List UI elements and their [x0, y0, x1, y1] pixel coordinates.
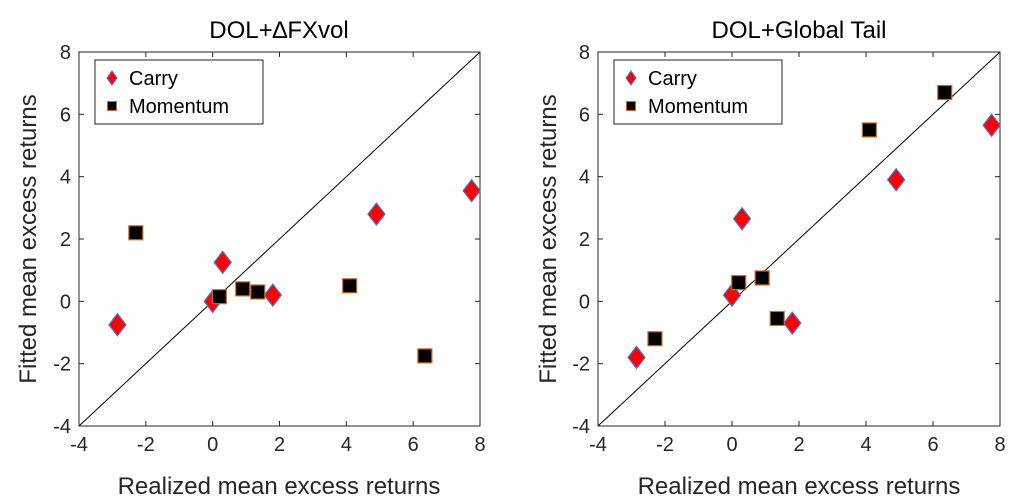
diagonal-line	[78, 51, 481, 427]
x-tick-label: -2	[656, 434, 674, 456]
y-tick-label: -2	[53, 354, 71, 376]
momentum-point	[235, 281, 251, 297]
series-momentum	[128, 225, 433, 364]
legend-label: Carry	[129, 68, 178, 90]
momentum-point	[128, 225, 144, 241]
x-tick-label: 0	[207, 434, 218, 456]
series-momentum	[647, 84, 953, 347]
legend-box	[613, 59, 783, 125]
diagonal-line	[597, 51, 1001, 427]
momentum-point	[937, 84, 953, 101]
momentum-point	[769, 310, 785, 327]
chart-panel-1: DOL+∆FXvol -4 -2 0 2 4 6 8 -4 -2 0 2 4 6 8 Realized mea…	[15, 17, 486, 500]
y-axis-label: Fitted mean excess returns	[15, 94, 42, 383]
legend: Carry Momentum	[94, 59, 264, 125]
x-tick-label: 2	[274, 434, 285, 456]
carry-point	[732, 206, 752, 231]
momentum-point	[250, 284, 266, 300]
x-tick-label: -4	[589, 434, 607, 456]
x-tick-label: -4	[70, 434, 88, 456]
x-axis-label: Realized mean excess returns	[638, 473, 961, 500]
carry-point	[627, 345, 646, 370]
y-tick-label: -4	[572, 416, 590, 438]
momentum-point	[647, 331, 663, 347]
y-tick-label: 0	[579, 291, 590, 313]
x-tick-label: 6	[408, 434, 419, 456]
y-tick-label: 4	[60, 167, 71, 189]
y-tick-label: 8	[60, 42, 71, 64]
legend-marker-momentum	[626, 101, 636, 111]
carry-point	[783, 311, 802, 336]
x-tick-label: 6	[927, 434, 938, 456]
chart-title: DOL+Global Tail	[712, 17, 887, 44]
y-tick-label: -2	[572, 354, 590, 376]
y-tick-label: 2	[60, 229, 71, 251]
carry-point	[462, 178, 481, 203]
carry-point	[263, 283, 283, 308]
carry-point	[982, 113, 1001, 138]
carry-point	[886, 167, 906, 192]
momentum-point	[211, 289, 227, 305]
legend-marker-momentum	[107, 101, 117, 111]
series-carry	[108, 178, 481, 337]
chart-panel-2: DOL+Global Tail -4 -2 0 2 4 6 8 -4 -2 0 2 4 6 8 Realize…	[535, 17, 1006, 500]
series-carry	[627, 113, 1001, 370]
legend-label: Momentum	[648, 96, 748, 118]
momentum-point	[342, 278, 358, 294]
y-tick-label: -4	[53, 416, 71, 438]
x-tick-label: 4	[341, 434, 352, 456]
y-tick-label: 6	[579, 104, 590, 126]
x-tick-label: 4	[860, 434, 871, 456]
y-tick-label: 2	[579, 229, 590, 251]
x-tick-label: 0	[726, 434, 737, 456]
y-axis-label: Fitted mean excess returns	[535, 94, 562, 383]
legend: Carry Momentum	[613, 59, 783, 125]
y-tick-label: 8	[579, 42, 590, 64]
legend-label: Carry	[648, 68, 697, 90]
chart-title: DOL+∆FXvol	[209, 17, 348, 44]
momentum-point	[754, 270, 770, 286]
x-tick-label: 2	[793, 434, 804, 456]
x-tick-label: -2	[137, 434, 155, 456]
carry-point	[213, 250, 232, 275]
momentum-point	[417, 348, 433, 364]
momentum-point	[861, 122, 877, 138]
x-tick-label: 8	[994, 434, 1005, 456]
x-axis-label: Realized mean excess returns	[118, 473, 441, 500]
y-tick-label: 6	[60, 104, 71, 126]
legend-marker-carry	[106, 70, 118, 86]
legend-label: Momentum	[129, 96, 229, 118]
carry-point	[367, 202, 386, 227]
legend-marker-carry	[625, 70, 637, 86]
x-tick-label: 8	[474, 434, 485, 456]
momentum-point	[731, 275, 747, 291]
y-tick-label: 0	[60, 291, 71, 313]
carry-point	[108, 312, 127, 337]
y-tick-label: 4	[579, 167, 590, 189]
legend-box	[94, 59, 264, 125]
